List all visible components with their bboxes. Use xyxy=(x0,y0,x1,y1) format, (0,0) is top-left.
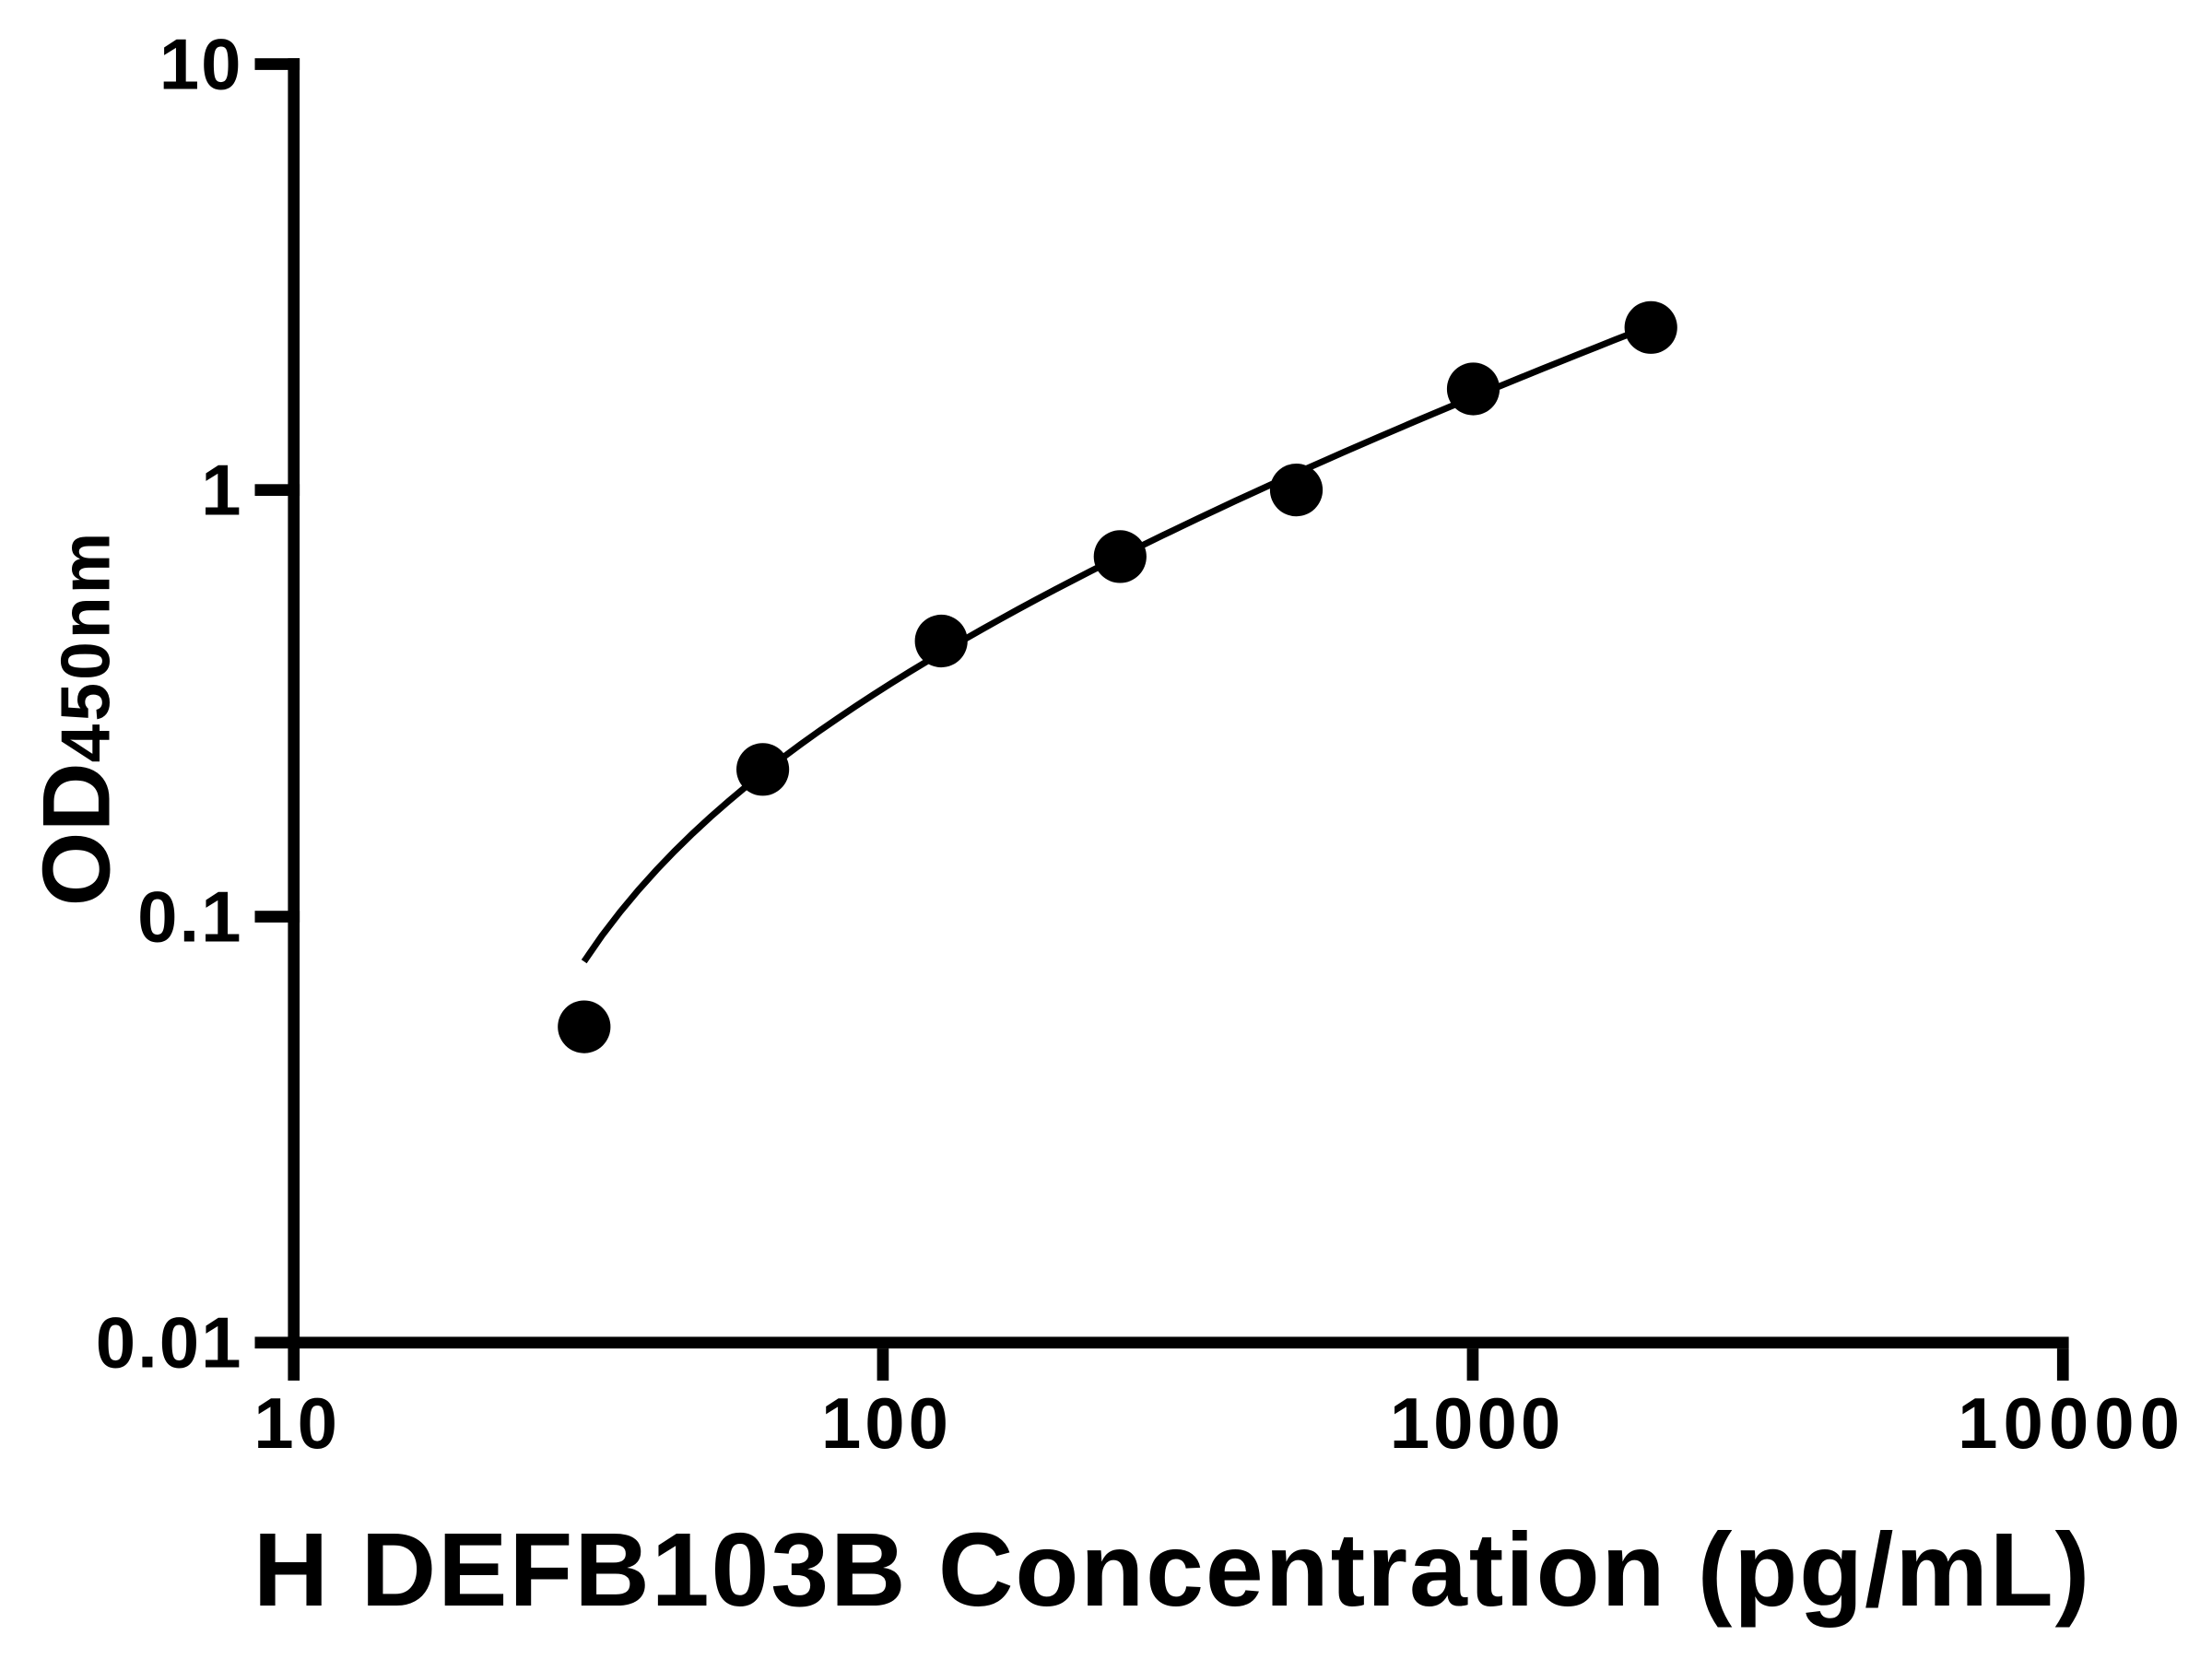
svg-text:0.1: 0.1 xyxy=(137,876,242,957)
svg-text:0.01: 0.01 xyxy=(96,1302,243,1383)
svg-text:100: 100 xyxy=(821,1382,952,1464)
svg-text:1: 1 xyxy=(201,450,242,531)
svg-text:10: 10 xyxy=(159,23,243,104)
svg-text:10000: 10000 xyxy=(1958,1382,2185,1464)
svg-text:H DEFB103B Concentration (pg/m: H DEFB103B Concentration (pg/mL) xyxy=(253,1512,2091,1628)
svg-text:10: 10 xyxy=(253,1382,341,1464)
svg-text:1000: 1000 xyxy=(1390,1382,1565,1464)
svg-text:OD450nm: OD450nm xyxy=(24,530,131,907)
